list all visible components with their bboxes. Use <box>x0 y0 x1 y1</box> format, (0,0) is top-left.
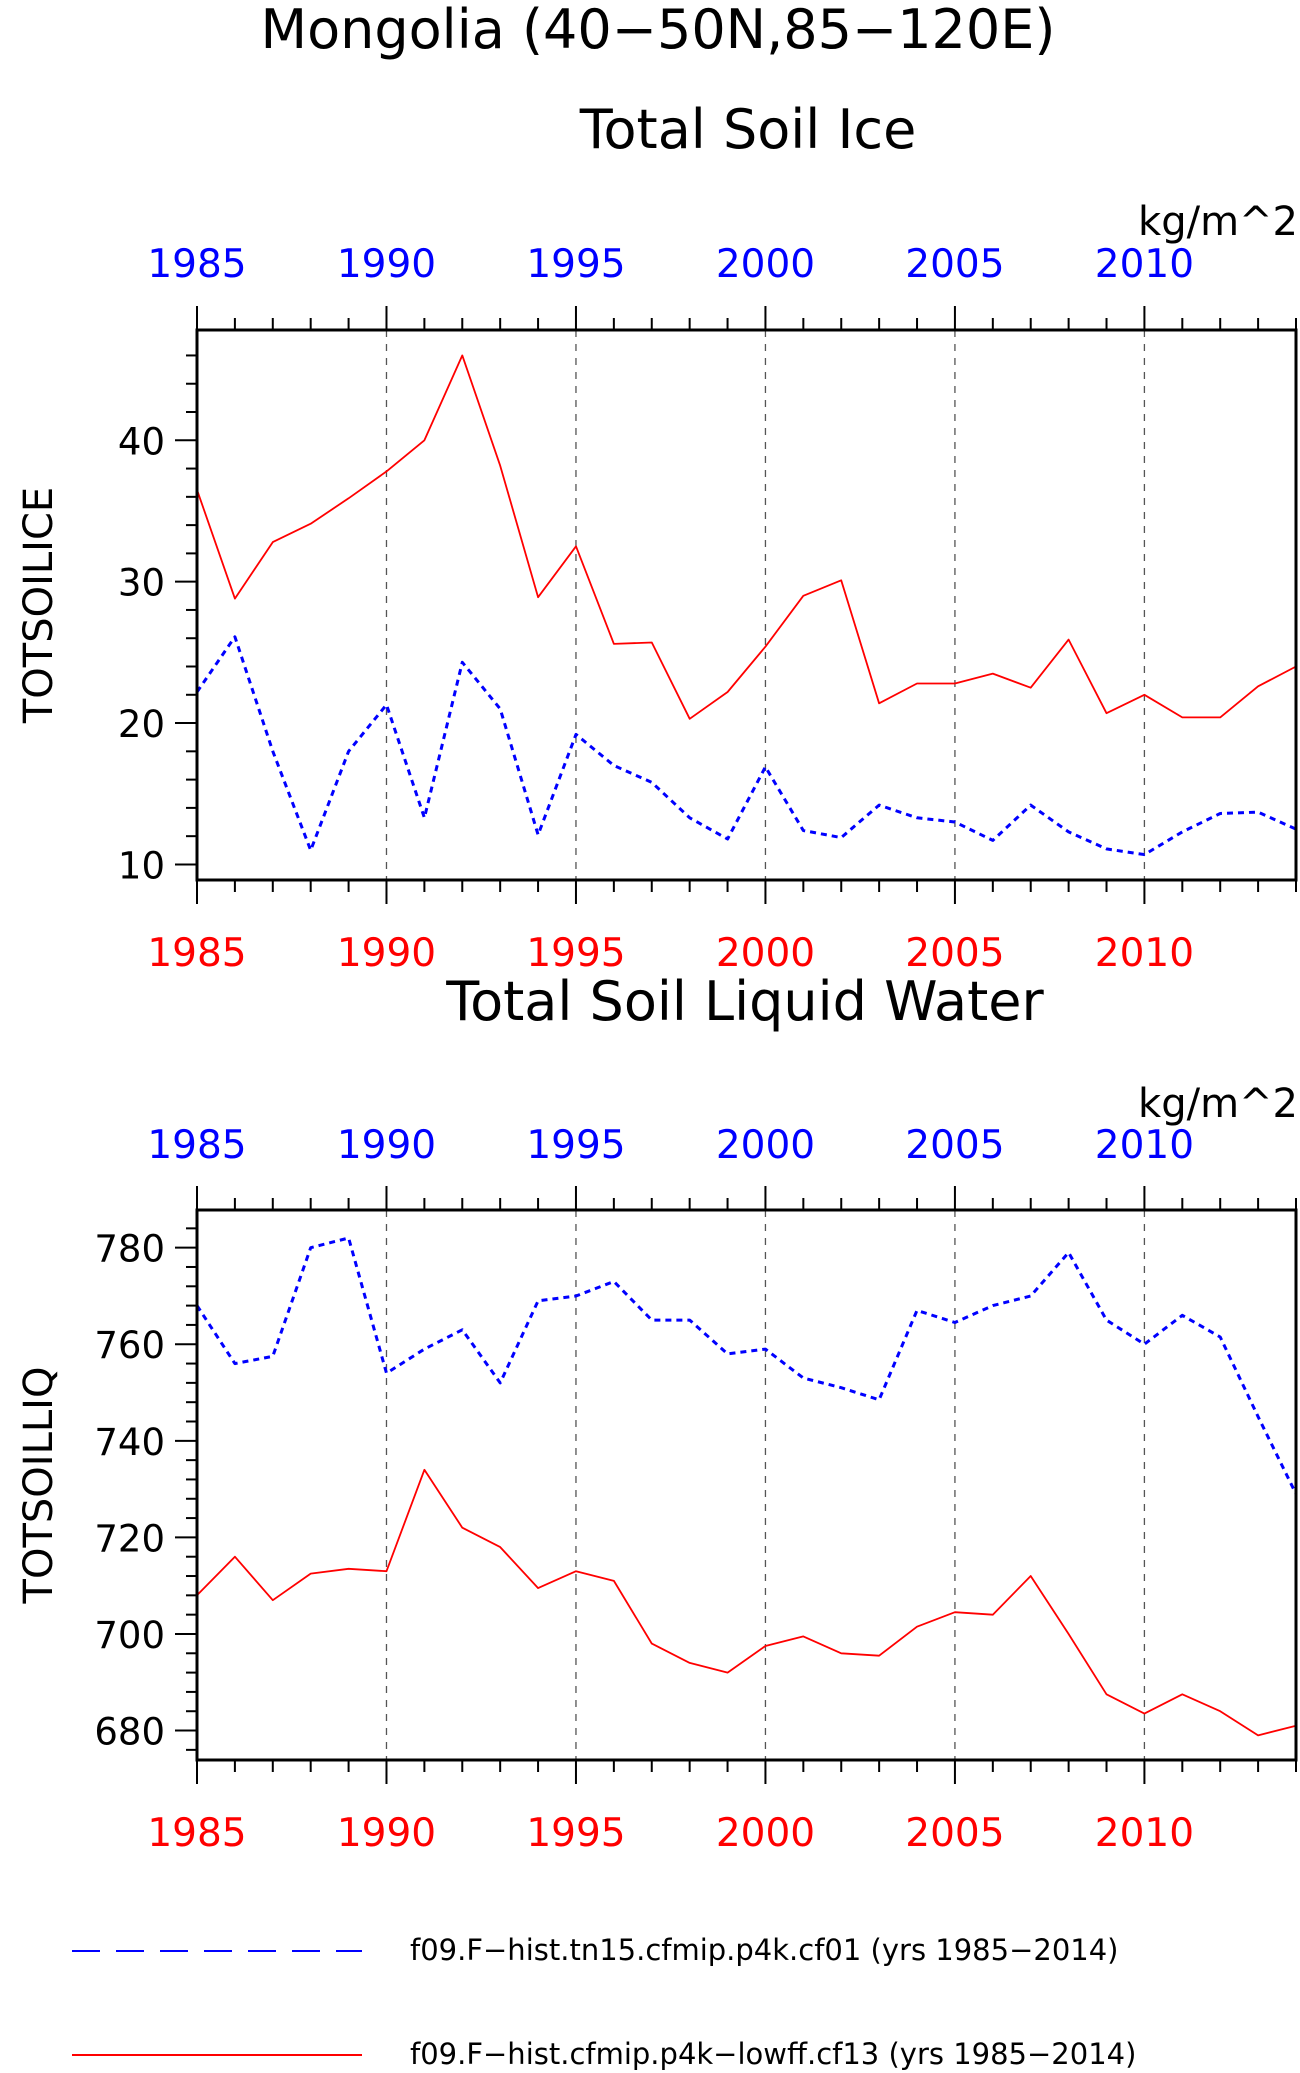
x-tick-label-bottom: 1995 <box>526 931 625 976</box>
units-label: kg/m^2 <box>1138 1081 1298 1127</box>
legend-label-red: f09.F−hist.cfmip.p4k−lowff.cf13 (yrs 198… <box>410 2037 1136 2071</box>
y-tick-label: 780 <box>94 1228 165 1271</box>
y-tick-label: 680 <box>94 1711 165 1754</box>
x-tick-label-top: 2000 <box>716 242 815 287</box>
x-tick-label-bottom: 2005 <box>905 931 1004 976</box>
legend: f09.F−hist.tn15.cfmip.p4k.cf01 (yrs 1985… <box>72 1933 1136 2071</box>
x-tick-label-bottom: 1985 <box>147 931 246 976</box>
x-tick-label-bottom: 1985 <box>147 1811 246 1856</box>
x-tick-label-top: 2005 <box>905 1123 1004 1168</box>
x-tick-label-top: 2000 <box>716 1123 815 1168</box>
y-tick-label: 40 <box>118 420 165 463</box>
x-tick-label-bottom: 1990 <box>337 1811 436 1856</box>
soil-liquid-chart: Total Soil Liquid Water kg/m^2 TOTSOILLIQ 6… <box>16 970 1298 1856</box>
series-line-red-solid <box>196 354 1297 720</box>
x-tick-label-bottom: 2010 <box>1095 931 1194 976</box>
y-axis-label: TOTSOILLIQ <box>16 1367 62 1605</box>
x-tick-label-bottom: 2000 <box>716 931 815 976</box>
y-tick-label: 20 <box>118 703 165 746</box>
x-tick-label-bottom: 2010 <box>1095 1811 1194 1856</box>
x-tick-label-top: 2005 <box>905 242 1004 287</box>
plot-frame <box>195 328 1298 882</box>
x-tick-label-top: 2010 <box>1095 242 1194 287</box>
y-tick-label: 760 <box>94 1324 165 1367</box>
series-line-red-solid <box>196 1468 1297 1737</box>
x-tick-label-top: 1985 <box>147 242 246 287</box>
x-tick-label-top: 1990 <box>337 242 436 287</box>
y-tick-label: 30 <box>118 562 165 605</box>
y-tick-label: 740 <box>94 1421 165 1464</box>
soil-ice-chart: Total Soil Ice kg/m^2 TOTSOILICE 10 20 30 40 19… <box>16 98 1298 976</box>
chart-title: Total Soil Ice <box>579 98 917 161</box>
x-tick-label-bottom: 1995 <box>526 1811 625 1856</box>
series-line-blue-dashed <box>195 1236 1298 1495</box>
y-tick-label: 720 <box>94 1517 165 1560</box>
x-tick-label-top: 1985 <box>147 1123 246 1168</box>
y-axis-label: TOTSOILICE <box>16 487 62 724</box>
x-tick-label-top: 1995 <box>526 242 625 287</box>
plot-frame <box>195 1208 1298 1762</box>
x-tick-label-bottom: 2000 <box>716 1811 815 1856</box>
legend-label-blue: f09.F−hist.tn15.cfmip.p4k.cf01 (yrs 1985… <box>410 1933 1119 1967</box>
units-label: kg/m^2 <box>1138 199 1298 245</box>
x-tick-label-bottom: 2005 <box>905 1811 1004 1856</box>
figure-title: Mongolia (40−50N,85−120E) <box>261 0 1056 61</box>
chart-title: Total Soil Liquid Water <box>445 970 1044 1033</box>
x-tick-label-bottom: 1990 <box>337 931 436 976</box>
x-tick-label-top: 1990 <box>337 1123 436 1168</box>
x-tick-label-top: 2010 <box>1095 1123 1194 1168</box>
x-tick-label-top: 1995 <box>526 1123 625 1168</box>
y-tick-label: 10 <box>118 844 165 887</box>
y-tick-label: 700 <box>94 1614 165 1657</box>
